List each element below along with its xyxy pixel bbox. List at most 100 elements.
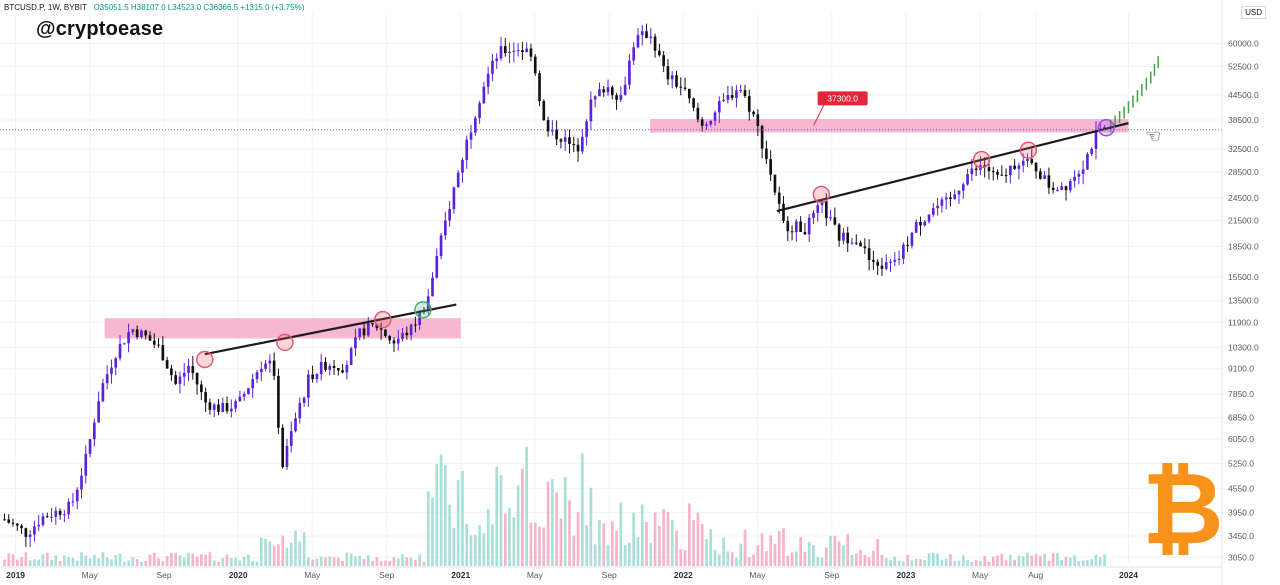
candle-body [914, 221, 918, 233]
candle-body [670, 75, 674, 80]
candle-body [135, 329, 139, 338]
volume-bar [422, 561, 426, 566]
volume-bar [1081, 560, 1085, 566]
x-tick-label: May [972, 570, 989, 580]
volume-bar [803, 551, 807, 566]
candle-body [165, 360, 169, 369]
candle-body [1060, 186, 1064, 190]
volume-bar [1060, 560, 1064, 566]
volume-bar [872, 550, 875, 566]
volume-bar [966, 560, 969, 566]
candle-body [1017, 165, 1021, 169]
volume-bar [970, 561, 974, 566]
candle-body [1013, 165, 1016, 169]
candle-body [187, 366, 190, 373]
candle-body [974, 168, 978, 171]
candle-body [927, 214, 931, 222]
volume-bar [726, 551, 730, 566]
volume-bar [28, 560, 32, 566]
x-tick-label: Sep [602, 570, 617, 580]
candle-body [465, 139, 469, 160]
candle-body [486, 73, 490, 87]
volume-bar [1098, 557, 1102, 566]
candle-body [991, 171, 995, 173]
candle-body [850, 242, 854, 244]
x-tick-label: May [304, 570, 321, 580]
volume-bar [37, 559, 41, 566]
y-tick-label: 6850.0 [1228, 413, 1254, 423]
volume-bar [174, 553, 177, 566]
volume-bar [880, 554, 884, 566]
volume-bar [820, 557, 824, 566]
volume-bar [645, 522, 648, 566]
x-tick-label: Sep [379, 570, 394, 580]
candle-body [1000, 174, 1004, 176]
candle-body [499, 46, 503, 59]
candle-body [379, 328, 383, 330]
candle-body [75, 489, 79, 502]
candle-body [67, 501, 70, 515]
candle-body [101, 383, 105, 402]
y-tick-label: 9100.0 [1228, 364, 1254, 374]
volume-bar [1026, 552, 1029, 566]
volume-bar [722, 537, 725, 566]
candle-body [144, 330, 148, 336]
resistance-zone [649, 119, 1129, 133]
volume-bar [940, 559, 944, 566]
candle-body [277, 375, 280, 428]
volume-bar [837, 541, 841, 566]
candle-body [628, 60, 631, 85]
volume-bar [949, 554, 952, 566]
volume-bar [63, 555, 66, 566]
candle-body [88, 439, 92, 454]
candle-body [255, 372, 259, 380]
volume-bar [41, 554, 45, 566]
volume-bar [418, 554, 421, 566]
touch-marker [1019, 141, 1038, 159]
symbol-label: BTCUSD.P, 1W, BYBIT [4, 3, 87, 12]
volume-bar [1077, 561, 1081, 566]
candle-body [448, 209, 451, 221]
volume-bar [478, 525, 481, 566]
volume-bar [1051, 552, 1055, 566]
pointing-hand-icon: ☜ [1145, 126, 1161, 147]
volume-bar [987, 561, 991, 566]
candle-body [452, 187, 456, 210]
candle-body [7, 519, 11, 523]
candle-body [580, 136, 584, 152]
candle-body [970, 168, 974, 175]
volume-bar [503, 513, 507, 566]
volume-bar [238, 560, 242, 566]
currency-button[interactable]: USD [1241, 6, 1266, 19]
candle-body [414, 324, 417, 326]
candle-body [512, 50, 516, 52]
candle-body [302, 397, 306, 403]
volume-bar [212, 560, 216, 566]
volume-bar [1094, 554, 1098, 566]
candle-body [1056, 189, 1059, 191]
candle-body [221, 403, 225, 412]
candle-body [208, 402, 212, 410]
candle-body [598, 89, 601, 97]
y-tick-label: 6050.0 [1228, 434, 1254, 444]
x-tick-label: May [527, 570, 544, 580]
volume-bar [204, 554, 207, 566]
volume-bar [448, 504, 451, 566]
volume-bar [743, 529, 747, 566]
volume-bar [910, 560, 914, 566]
candle-body [752, 111, 755, 115]
y-tick-label: 15500.0 [1228, 272, 1259, 282]
volume-bar [961, 555, 965, 566]
volume-bar [790, 552, 794, 566]
volume-bar [366, 555, 370, 566]
volume-bar [122, 561, 126, 566]
candle-body [1030, 159, 1034, 163]
volume-bar [469, 535, 473, 566]
x-tick-label: Sep [824, 570, 839, 580]
volume-bar [465, 523, 469, 566]
candle-body [178, 376, 182, 384]
candle-body [923, 221, 927, 226]
x-tick-label: 2024 [1119, 570, 1138, 580]
